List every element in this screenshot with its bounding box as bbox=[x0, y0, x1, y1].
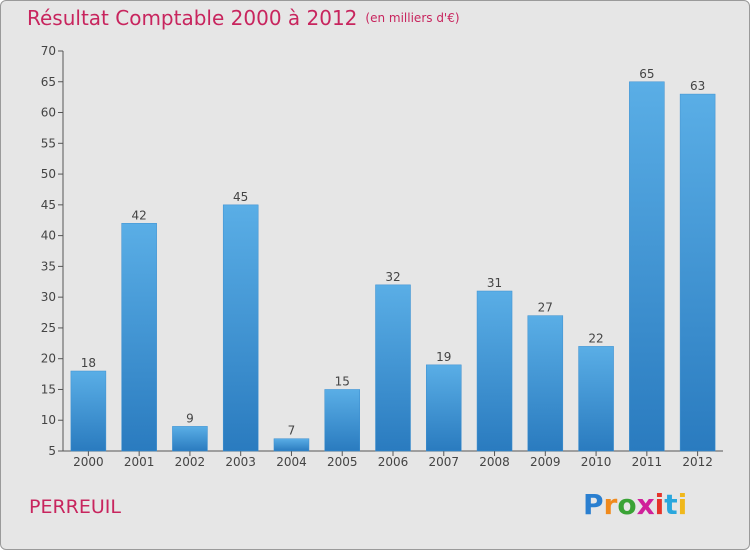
logo-letter: x bbox=[636, 488, 655, 521]
x-tick-label-2010: 2010 bbox=[581, 455, 612, 469]
chart-data-labels: 18 42 9 45 7 15 32 19 31 27 22 65 63 bbox=[81, 67, 706, 438]
y-tick-label: 20 bbox=[41, 352, 56, 366]
x-tick-label-2009: 2009 bbox=[530, 455, 561, 469]
logo-letter: o bbox=[617, 488, 637, 521]
logo-letter: i bbox=[654, 488, 665, 521]
bar-2000 bbox=[70, 370, 107, 452]
data-label-2011: 65 bbox=[639, 67, 654, 81]
bar-2008 bbox=[476, 290, 513, 452]
data-label-2001: 42 bbox=[132, 208, 147, 222]
x-tick-label-2007: 2007 bbox=[428, 455, 459, 469]
x-tick-label-2011: 2011 bbox=[632, 455, 663, 469]
data-label-2004: 7 bbox=[288, 424, 296, 438]
y-tick-label: 10 bbox=[41, 413, 56, 427]
proxiti-logo: Proxiti bbox=[583, 488, 687, 521]
data-label-2007: 19 bbox=[436, 350, 451, 364]
commune-name: PERREUIL bbox=[29, 496, 121, 518]
data-label-2002: 9 bbox=[186, 411, 194, 425]
y-tick-label: 30 bbox=[41, 290, 56, 304]
bar-2001 bbox=[121, 223, 157, 452]
chart-axes: 5 10 15 20 25 30 35 40 45 50 55 60 65 70 2000 2001 2002 2… bbox=[41, 44, 723, 469]
chart-bars bbox=[70, 81, 716, 452]
y-tick-label: 5 bbox=[48, 444, 56, 458]
x-tick-label-2002: 2002 bbox=[175, 455, 206, 469]
bar-2009 bbox=[527, 315, 564, 452]
bar-2002 bbox=[172, 426, 208, 452]
x-tick-label-2004: 2004 bbox=[276, 455, 307, 469]
chart-subtitle: (en milliers d'€) bbox=[365, 11, 460, 25]
logo-letter: r bbox=[603, 488, 618, 521]
data-label-2012: 63 bbox=[690, 79, 705, 93]
y-tick-label: 25 bbox=[41, 321, 56, 335]
bar-2007 bbox=[426, 364, 462, 452]
data-label-2009: 27 bbox=[538, 301, 553, 315]
y-tick-label: 65 bbox=[41, 75, 56, 89]
bar-2011 bbox=[629, 81, 665, 452]
x-tick-label-2000: 2000 bbox=[73, 455, 104, 469]
x-tick-label-2008: 2008 bbox=[479, 455, 510, 469]
data-label-2010: 22 bbox=[588, 331, 603, 345]
bar-2005 bbox=[324, 389, 360, 452]
y-tick-label: 15 bbox=[41, 382, 56, 396]
y-tick-label: 35 bbox=[41, 259, 56, 273]
x-tick-label-2003: 2003 bbox=[225, 455, 256, 469]
y-tick-label: 40 bbox=[41, 229, 56, 243]
y-tick-label: 60 bbox=[41, 106, 56, 120]
data-label-2006: 32 bbox=[385, 270, 400, 284]
logo-letter: i bbox=[677, 488, 688, 521]
y-tick-label: 50 bbox=[41, 167, 56, 181]
data-label-2000: 18 bbox=[81, 356, 96, 370]
x-tick-label-2012: 2012 bbox=[682, 455, 713, 469]
y-tick-label: 45 bbox=[41, 198, 56, 212]
bar-2004 bbox=[273, 438, 310, 452]
logo-letter: P bbox=[583, 488, 604, 521]
x-tick-label-2001: 2001 bbox=[124, 455, 155, 469]
logo-letter: t bbox=[664, 488, 678, 521]
bar-2003 bbox=[222, 204, 259, 452]
chart-title: Résultat Comptable 2000 à 2012 bbox=[27, 6, 358, 30]
x-tick-label-2005: 2005 bbox=[327, 455, 358, 469]
bar-2010 bbox=[578, 346, 614, 452]
data-label-2005: 15 bbox=[335, 374, 350, 388]
data-label-2008: 31 bbox=[487, 276, 502, 290]
bar-2006 bbox=[375, 284, 411, 452]
chart-title-block: Résultat Comptable 2000 à 2012 (en millie… bbox=[27, 6, 460, 30]
y-tick-label: 70 bbox=[41, 44, 56, 58]
x-tick-label-2006: 2006 bbox=[378, 455, 409, 469]
data-label-2003: 45 bbox=[233, 190, 248, 204]
y-tick-label: 55 bbox=[41, 136, 56, 150]
bar-2012 bbox=[679, 93, 716, 452]
